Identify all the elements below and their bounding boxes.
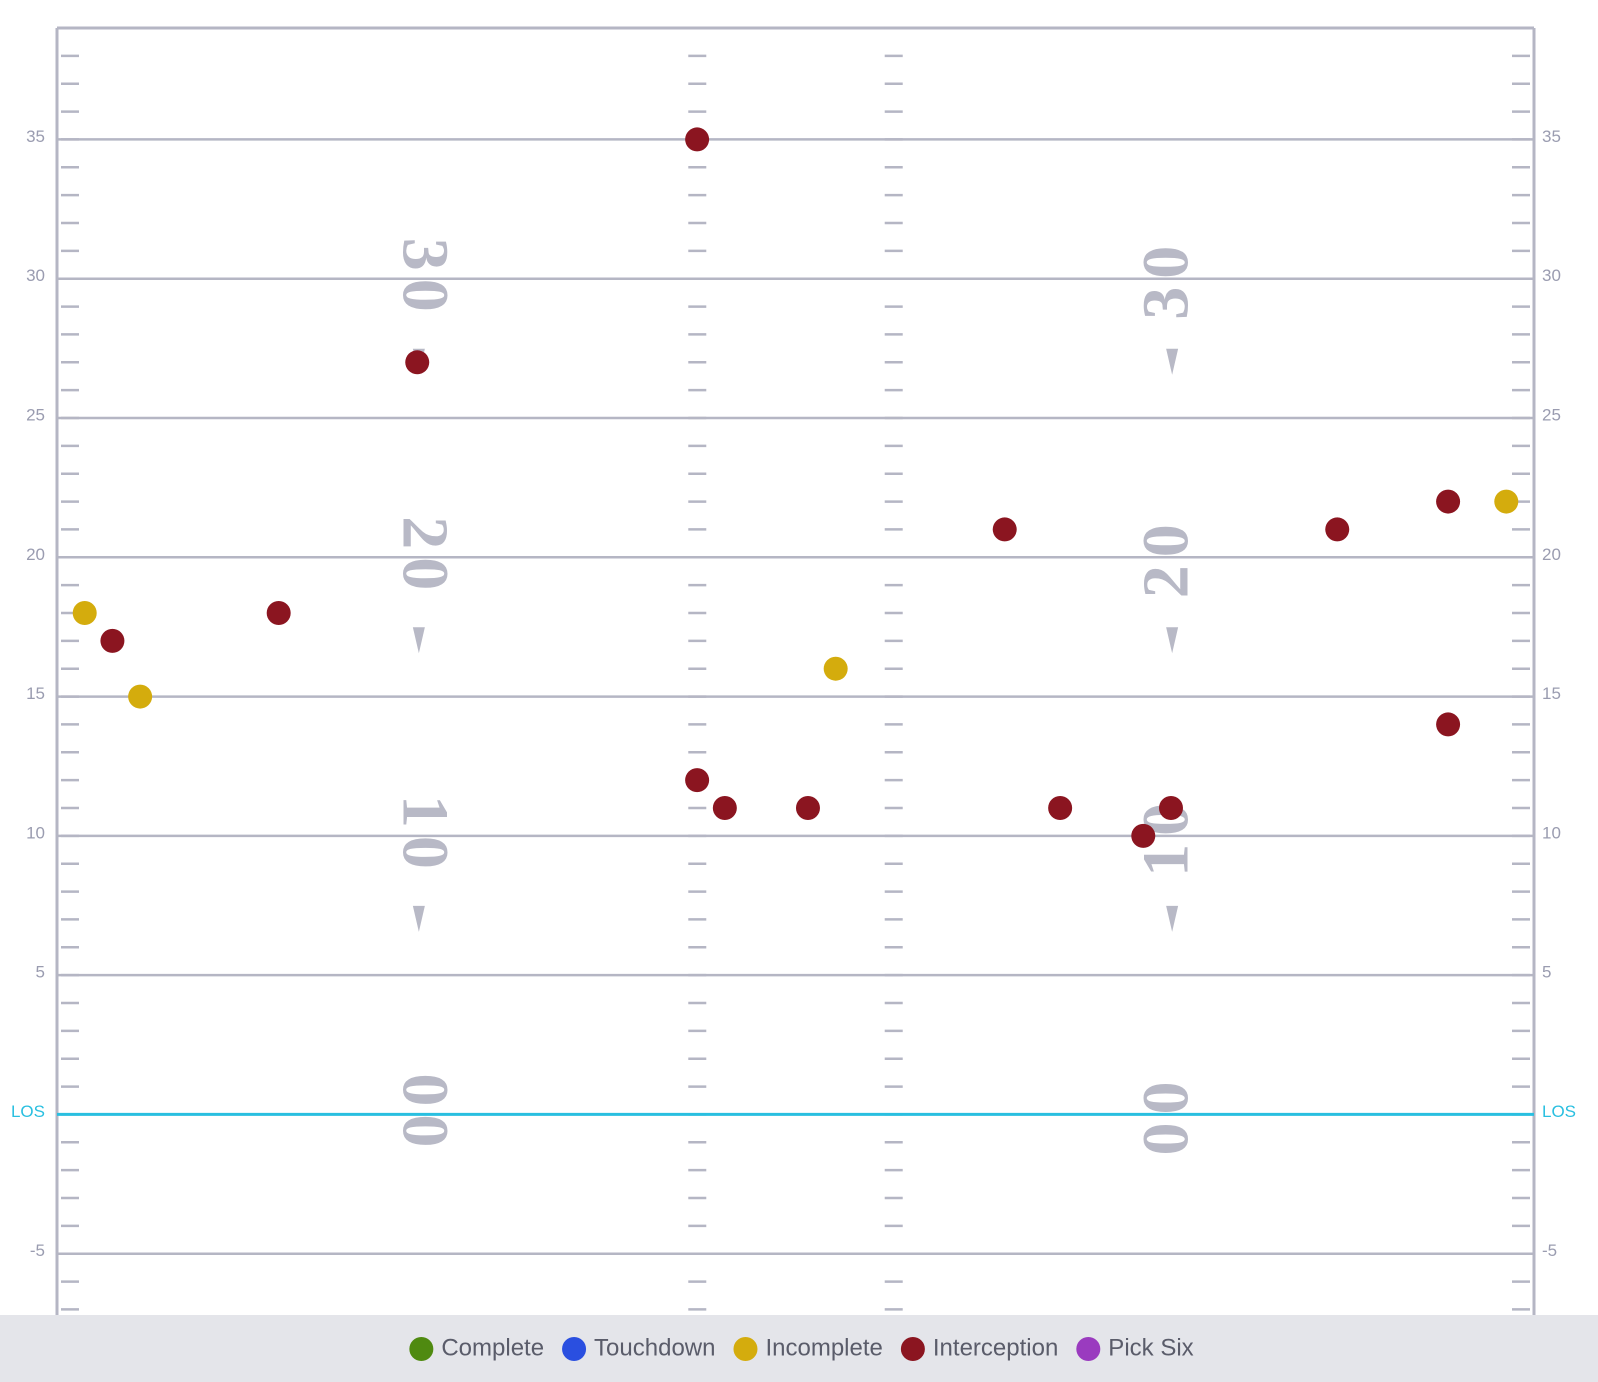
data-point <box>685 127 710 152</box>
direction-arrow <box>1166 627 1179 654</box>
legend-label: Pick Six <box>1108 1334 1193 1361</box>
y-tick-label: 30 <box>1542 266 1561 285</box>
legend-label: Incomplete <box>765 1334 882 1361</box>
y-tick-label: 10 <box>26 823 45 842</box>
y-tick-label: 25 <box>26 405 45 424</box>
y-tick-label: 35 <box>1542 127 1561 146</box>
y-tick-label: 15 <box>1542 684 1561 703</box>
legend-item: Incomplete <box>733 1334 883 1361</box>
data-point <box>100 628 125 653</box>
direction-arrow <box>412 627 425 654</box>
field-number: 20 <box>389 516 462 598</box>
legend-swatch <box>409 1337 434 1361</box>
data-point <box>992 517 1017 542</box>
field-number: 00 <box>389 1073 462 1155</box>
y-tick-label: 10 <box>1542 823 1561 842</box>
y-tick-label: -5 <box>30 1241 45 1260</box>
y-tick-label: 15 <box>26 684 45 703</box>
legend-label: Interception <box>933 1334 1058 1361</box>
field-number: 20 <box>1129 516 1202 598</box>
data-point <box>1048 796 1073 820</box>
field-number: 10 <box>389 795 462 877</box>
y-tick-label: 5 <box>1542 963 1551 982</box>
data-point <box>1158 796 1183 820</box>
y-tick-label: -5 <box>1542 1241 1557 1260</box>
legend-band <box>0 1315 1598 1382</box>
legend-swatch <box>733 1337 758 1361</box>
data-point <box>128 684 153 709</box>
direction-arrow <box>1166 348 1179 375</box>
data-point <box>712 796 737 820</box>
data-point <box>1131 823 1156 848</box>
legend-item: Touchdown <box>562 1334 715 1361</box>
field-number: 30 <box>1129 238 1202 320</box>
legend-label: Complete <box>441 1334 544 1361</box>
y-tick-label: 25 <box>1542 405 1561 424</box>
data-point <box>72 601 97 625</box>
data-point <box>1436 712 1461 737</box>
data-point <box>1494 489 1519 514</box>
field-number: 30 <box>389 238 462 320</box>
legend-swatch <box>1076 1337 1101 1361</box>
legend: Complete Touchdown Incomplete Interception P… <box>409 1334 1194 1361</box>
legend-item: Pick Six <box>1076 1334 1194 1361</box>
y-tick-label: LOS <box>11 1102 45 1121</box>
y-tick-label: 35 <box>26 127 45 146</box>
data-point <box>823 656 848 681</box>
legend-item: Complete <box>409 1334 544 1361</box>
direction-arrow <box>1166 905 1179 932</box>
data-point <box>405 350 430 375</box>
legend-swatch <box>900 1337 925 1361</box>
direction-arrow <box>412 905 425 932</box>
data-point <box>685 768 710 793</box>
y-tick-label: LOS <box>1542 1102 1576 1121</box>
y-tick-label: 5 <box>36 963 45 982</box>
y-tick-label: 30 <box>26 266 45 285</box>
y-tick-label: 20 <box>26 545 45 564</box>
data-point <box>795 796 820 820</box>
data-point <box>1436 489 1461 514</box>
data-point <box>1325 517 1350 542</box>
legend-label: Touchdown <box>594 1334 715 1361</box>
legend-item: Interception <box>900 1334 1058 1361</box>
data-point <box>266 601 291 625</box>
field-number: 00 <box>1129 1073 1202 1155</box>
y-tick-label: 20 <box>1542 545 1561 564</box>
legend-swatch <box>562 1337 587 1361</box>
